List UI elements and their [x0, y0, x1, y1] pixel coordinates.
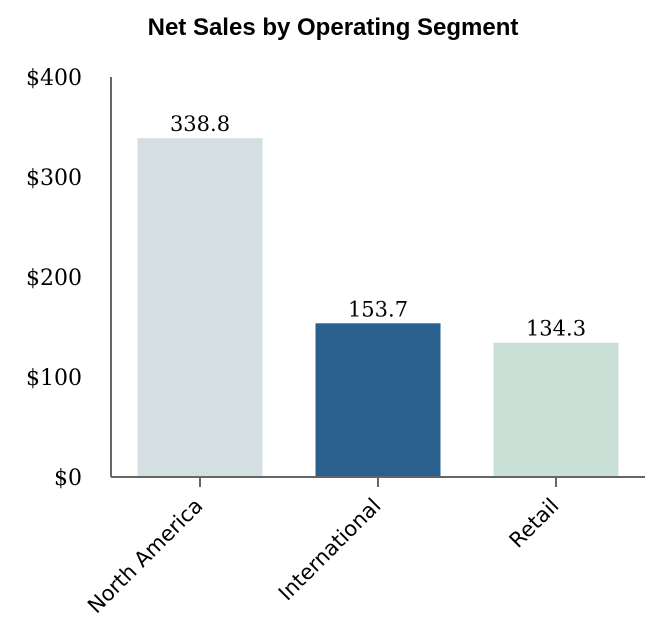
- y-tick-label: $300: [26, 166, 82, 191]
- bars-layer: [137, 138, 619, 477]
- y-tick-label: $0: [54, 466, 82, 491]
- y-tick-label: $400: [26, 66, 82, 91]
- x-tick-label: North America: [83, 494, 207, 618]
- bar-north-america: [137, 138, 263, 477]
- x-tick-label: International: [274, 494, 386, 606]
- y-tick-label: $200: [26, 266, 82, 291]
- bar-retail: [493, 342, 619, 477]
- data-label: 153.7: [348, 297, 408, 321]
- bar-international: [315, 323, 441, 477]
- y-tick-label: $100: [26, 366, 82, 391]
- data-label: 338.8: [170, 112, 230, 136]
- x-tick-label: Retail: [505, 494, 564, 553]
- axes-layer: [110, 77, 645, 487]
- data-label: 134.3: [526, 317, 586, 341]
- chart-title: Net Sales by Operating Segment: [147, 14, 519, 41]
